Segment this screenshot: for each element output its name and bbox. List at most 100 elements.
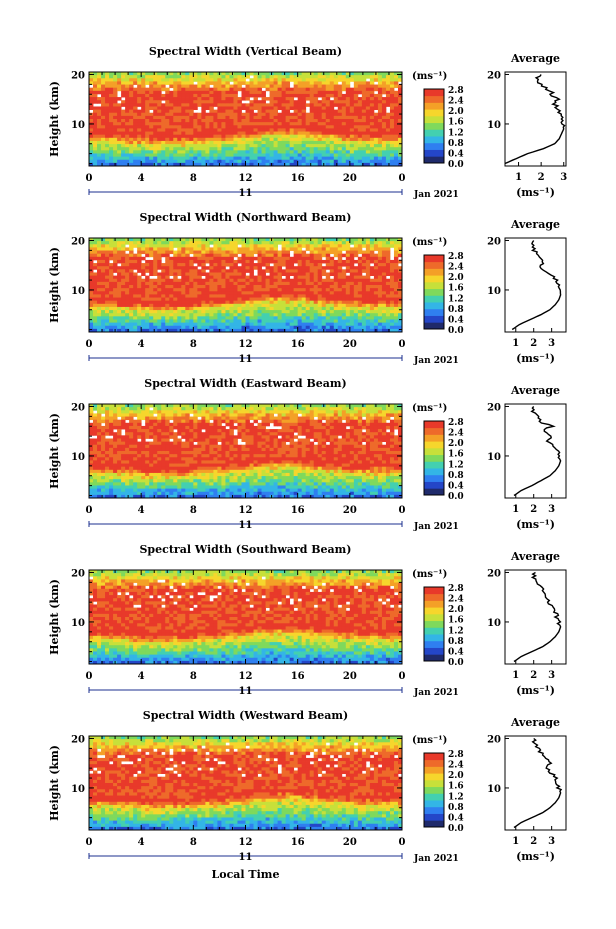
heatmap-cell — [185, 75, 190, 79]
heatmap-cell — [213, 159, 218, 164]
heatmap-cell — [117, 288, 122, 292]
heatmap-cell — [397, 159, 403, 164]
heatmap-cell — [221, 125, 226, 129]
heatmap-cell — [385, 115, 391, 120]
heatmap-cell — [89, 325, 94, 330]
heatmap-cell — [381, 291, 387, 295]
heatmap-cell — [373, 153, 379, 157]
heatmap-cell — [341, 81, 347, 85]
heatmap-cell — [261, 328, 266, 333]
heatmap-cell — [209, 131, 214, 136]
heatmap-cell — [345, 90, 351, 95]
heatmap-cell — [109, 425, 114, 430]
heatmap-cell — [357, 238, 363, 242]
heatmap-cell — [165, 313, 170, 317]
heatmap-cell — [309, 297, 315, 302]
heatmap-cell — [309, 294, 315, 298]
heatmap-cell — [373, 244, 379, 248]
heatmap-cell — [125, 162, 130, 167]
heatmap-cell — [105, 100, 110, 104]
heatmap-cell — [297, 303, 303, 308]
heatmap-cell — [229, 131, 234, 136]
heatmap-cell — [397, 244, 403, 248]
heatmap-cell — [317, 78, 323, 82]
heatmap-cell — [253, 144, 258, 148]
heatmap-cell — [353, 285, 359, 289]
heatmap-cell — [289, 306, 295, 311]
heatmap-cell — [293, 115, 299, 120]
heatmap-cell — [109, 285, 114, 289]
heatmap-cell — [105, 422, 110, 427]
heatmap-cell — [189, 156, 194, 161]
heatmap-cell — [385, 294, 391, 298]
heatmap-cell — [145, 137, 150, 142]
heatmap-cell — [373, 294, 379, 298]
heatmap-cell — [365, 150, 371, 154]
heatmap-cell — [337, 325, 343, 330]
heatmap-cell — [173, 291, 178, 295]
heatmap-cell — [193, 300, 198, 305]
heatmap-cell — [209, 106, 214, 110]
heatmap-cell — [281, 278, 287, 283]
heatmap-cell — [337, 100, 343, 104]
heatmap-cell — [305, 72, 311, 76]
heatmap-cell — [185, 322, 190, 327]
heatmap-cell — [325, 294, 331, 298]
heatmap-cell — [317, 75, 323, 79]
heatmap-cell — [105, 441, 110, 446]
heatmap-cell — [217, 266, 222, 270]
heatmap-cell — [109, 316, 114, 320]
heatmap-cell — [109, 84, 114, 89]
heatmap-cell — [89, 297, 94, 302]
heatmap-cell — [345, 285, 351, 289]
heatmap-cell — [349, 275, 355, 280]
heatmap-cell — [133, 122, 138, 126]
heatmap-cell — [233, 134, 238, 139]
heatmap-cell — [373, 119, 379, 123]
heatmap-cell — [185, 115, 190, 120]
heatmap-cell — [145, 328, 150, 333]
heatmap-cell — [109, 247, 114, 251]
heatmap-cell — [149, 328, 154, 333]
heatmap-cell — [133, 87, 138, 92]
heatmap-cell — [93, 250, 98, 255]
heatmap-cell — [329, 244, 335, 248]
heatmap-cell — [205, 153, 210, 157]
heatmap-cell — [353, 310, 359, 314]
heatmap-cell — [201, 291, 206, 295]
heatmap-cell — [157, 285, 162, 289]
heatmap-cell — [325, 109, 331, 114]
heatmap-cell — [333, 75, 339, 79]
heatmap-cell — [353, 72, 359, 76]
heatmap-cell — [117, 81, 122, 85]
heatmap-cell — [309, 288, 315, 292]
heatmap-cell — [393, 297, 399, 302]
heatmap-cell — [93, 404, 98, 408]
heatmap-cell — [293, 300, 299, 305]
heatmap-cell — [173, 285, 178, 289]
heatmap-cell — [149, 278, 154, 283]
heatmap-cell — [293, 241, 299, 245]
heatmap-cell — [377, 90, 383, 95]
heatmap-cell — [113, 144, 118, 148]
heatmap-cell — [289, 112, 295, 117]
heatmap-cell — [265, 241, 270, 245]
heatmap-cell — [257, 72, 262, 76]
heatmap-cell — [173, 322, 178, 327]
heatmap-cell — [265, 144, 270, 148]
heatmap-cell — [241, 115, 246, 120]
heatmap-cell — [113, 122, 118, 126]
heatmap-cell — [109, 112, 114, 117]
heatmap-cell — [117, 322, 122, 327]
heatmap-cell — [353, 250, 359, 255]
heatmap-cell — [137, 325, 142, 330]
heatmap-cell — [109, 115, 114, 120]
heatmap-cell — [309, 266, 315, 270]
heatmap-cell — [297, 319, 303, 323]
heatmap-cell — [101, 137, 106, 142]
heatmap-cell — [369, 328, 375, 333]
heatmap-cell — [189, 319, 194, 323]
heatmap-cell — [261, 84, 266, 89]
heatmap-cell — [89, 310, 94, 314]
heatmap-cell — [213, 97, 218, 101]
